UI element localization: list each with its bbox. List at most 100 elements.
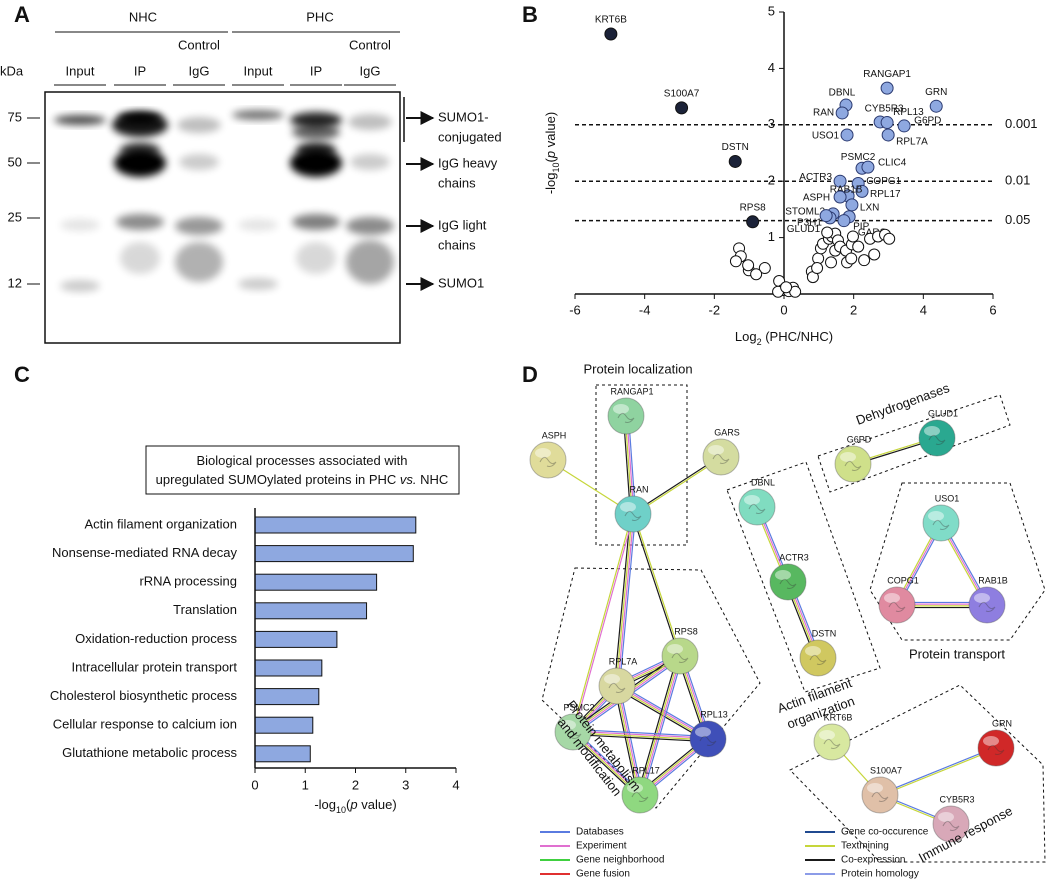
annotation: conjugated xyxy=(438,129,502,144)
marker-label: 50 xyxy=(8,154,22,169)
node xyxy=(834,445,872,483)
point-label: RAB1B xyxy=(830,185,863,196)
chart-title-part: upregulated SUMOylated proteins in PHC xyxy=(156,472,400,487)
point-label: USO1 xyxy=(812,131,840,142)
node-label: DSTN xyxy=(812,628,837,638)
node-label: GARS xyxy=(714,427,740,437)
node-structure xyxy=(748,503,766,514)
node xyxy=(598,667,636,705)
node-shine xyxy=(667,644,683,654)
node-label: S100A7 xyxy=(870,765,902,775)
point-label: ASPH xyxy=(803,193,830,204)
x-axis-label-part: 2 xyxy=(757,337,762,347)
blot-band xyxy=(350,154,390,170)
title-box xyxy=(145,445,460,495)
node-shine xyxy=(535,448,551,458)
y-axis-label-part: p xyxy=(543,151,558,159)
edge xyxy=(631,514,680,657)
edge xyxy=(573,730,709,739)
node xyxy=(738,488,776,526)
node-label: RPL13 xyxy=(700,709,728,719)
marker-label: 12 xyxy=(8,275,22,290)
node xyxy=(554,713,592,751)
node xyxy=(689,720,727,758)
point-label: S100A7 xyxy=(664,89,700,100)
x-tick-label: 6 xyxy=(989,302,996,317)
node-label: DBNL xyxy=(751,477,775,487)
threshold-label: 0.05 xyxy=(1005,212,1030,227)
blot-band xyxy=(348,114,392,130)
panel-letter: D xyxy=(522,362,538,387)
point xyxy=(604,27,618,41)
point-label: DSTN xyxy=(722,142,749,153)
edge xyxy=(636,655,679,795)
category-label: Actin filament organization xyxy=(85,516,237,531)
node xyxy=(968,586,1006,624)
node xyxy=(932,805,970,843)
x-axis-label-part: (PHC/NHC) xyxy=(762,329,834,344)
marker-label: 25 xyxy=(8,209,22,224)
node xyxy=(878,586,916,624)
edge xyxy=(618,685,644,795)
node-structure xyxy=(987,744,1005,755)
node-shine xyxy=(604,674,620,684)
point xyxy=(780,281,793,294)
lane-label: Control xyxy=(349,37,391,52)
node xyxy=(918,419,956,457)
group-label: NHC xyxy=(129,9,157,24)
edge xyxy=(633,513,682,656)
marker-label: 75 xyxy=(8,109,22,124)
node-label: RPL17 xyxy=(632,765,660,775)
blot-band xyxy=(118,112,162,124)
point-label: RAN xyxy=(813,108,834,119)
node xyxy=(769,563,807,601)
threshold-label: 0.001 xyxy=(1005,116,1038,131)
blot-band xyxy=(346,240,394,284)
lane-label: IgG xyxy=(360,63,381,78)
x-tick-label: 0 xyxy=(251,777,258,792)
point-label: P3H1 xyxy=(797,218,822,229)
point xyxy=(861,160,875,174)
category-label: Glutathione metabolic process xyxy=(62,745,237,760)
node-label: RPL7A xyxy=(609,656,638,666)
point-label: G6PD xyxy=(914,116,941,127)
annotation: IgG light xyxy=(438,217,487,232)
node-shine xyxy=(840,452,856,462)
point xyxy=(837,214,851,228)
point-label: RPL7A xyxy=(896,137,928,148)
node-label: RAN xyxy=(629,484,648,494)
point-label: LXN xyxy=(860,203,879,214)
lane-label: Input xyxy=(66,63,95,78)
annotation: IgG heavy xyxy=(438,155,498,170)
group-label: PHC xyxy=(306,9,333,24)
edge xyxy=(618,514,637,687)
node-shine xyxy=(620,502,636,512)
unit-label: kDa xyxy=(0,63,24,78)
node-shine xyxy=(775,570,791,580)
node xyxy=(614,495,652,533)
edge xyxy=(879,746,996,795)
blot-band xyxy=(290,112,342,128)
node-shine xyxy=(884,593,900,603)
point-label: PIP xyxy=(853,221,869,232)
node-structure xyxy=(617,412,635,423)
edge xyxy=(572,732,708,741)
node-structure xyxy=(624,510,642,521)
blot-band xyxy=(177,117,221,133)
category-label: Oxidation-reduction process xyxy=(75,631,237,646)
node-shine xyxy=(560,720,576,730)
edge xyxy=(640,656,682,796)
x-tick-label: -6 xyxy=(569,302,581,317)
blot-band xyxy=(238,219,278,231)
node-shine xyxy=(928,511,944,521)
blot-frame xyxy=(44,91,401,344)
edge xyxy=(573,728,709,738)
point-label: KRT6B xyxy=(595,15,627,26)
annotation: chains xyxy=(438,237,476,252)
group-label: Protein transport xyxy=(909,646,1005,661)
edge xyxy=(615,513,633,686)
x-axis-label-part: p xyxy=(349,797,357,812)
node-structure xyxy=(823,738,841,749)
blot-band xyxy=(296,142,336,158)
point xyxy=(845,252,858,265)
